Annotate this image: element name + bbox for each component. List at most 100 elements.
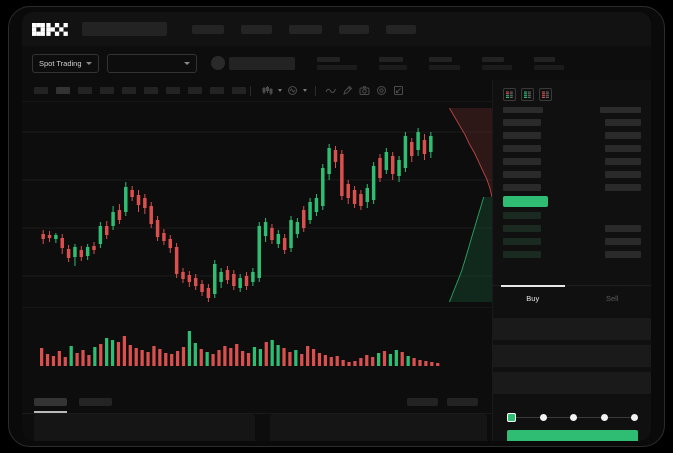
order-book[interactable] (493, 107, 651, 259)
tf-5m[interactable] (56, 87, 70, 94)
settings-gear-icon[interactable] (375, 84, 388, 97)
stat-24h-high-label (428, 56, 452, 62)
candlestick-chart[interactable] (22, 102, 492, 307)
bottom-action-2[interactable] (447, 398, 478, 406)
ob-current-price[interactable] (503, 196, 641, 207)
ob-bid-row[interactable] (503, 211, 641, 220)
line-chart-icon[interactable] (324, 84, 337, 97)
stat-24h-high-value (428, 64, 460, 70)
tf-15m[interactable] (78, 87, 92, 94)
tf-1h[interactable] (122, 87, 136, 94)
nav-item-2[interactable] (241, 24, 272, 34)
orderbook-bids-icon[interactable] (521, 88, 534, 101)
right-panel: Buy Sell (492, 80, 651, 441)
order-amount-field[interactable] (493, 345, 651, 367)
step-dot-4[interactable] (600, 413, 608, 421)
bottom-panels (22, 414, 492, 441)
nav-item-3[interactable] (289, 24, 322, 34)
tf-1m[interactable] (34, 87, 48, 94)
tab-buy-label: Buy (526, 294, 540, 303)
nav-item-1[interactable] (192, 24, 224, 34)
stat-24h-volume-value (533, 64, 564, 70)
order-book-header (503, 107, 641, 113)
tab-buy[interactable]: Buy (493, 285, 573, 311)
market-type-dropdown[interactable]: Spot Trading (32, 53, 99, 73)
order-price-field[interactable] (493, 318, 651, 340)
pair-avatar (210, 56, 225, 70)
stat-last-price (316, 56, 357, 70)
camera-snapshot-icon[interactable] (358, 84, 371, 97)
tf-1d[interactable] (166, 87, 180, 94)
ob-bid-row-price (503, 238, 541, 245)
tf-4h[interactable] (144, 87, 158, 94)
candlestick-chart-type-icon[interactable] (261, 84, 274, 97)
ob-ask-row-amount (605, 158, 641, 165)
tab-sell-label: Sell (605, 294, 619, 303)
ob-ask-row[interactable] (503, 170, 641, 179)
step-dot-3[interactable] (570, 413, 577, 421)
ob-ask-row[interactable] (503, 118, 641, 127)
toolbar-divider (315, 85, 316, 96)
bottom-tab-order-history[interactable] (79, 398, 112, 406)
bottom-action-1[interactable] (407, 398, 438, 406)
order-total-field[interactable] (493, 372, 651, 394)
orderbook-asks-icon[interactable] (539, 88, 552, 101)
app-header (22, 12, 651, 46)
nav-item-5[interactable] (386, 24, 416, 34)
tf-more[interactable] (232, 87, 246, 94)
ob-current-price-amount (605, 198, 641, 205)
indicators-icon[interactable] (286, 84, 299, 97)
ob-ask-row-amount (605, 145, 641, 152)
volume-chart-svg (40, 331, 440, 366)
bottom-tab-open-orders[interactable] (34, 398, 67, 406)
chart-tools (261, 84, 405, 97)
ob-ask-row[interactable] (503, 157, 641, 166)
step-dot-5[interactable] (631, 413, 638, 421)
ob-ask-row-price (503, 158, 541, 165)
pair-select-dropdown[interactable] (106, 53, 197, 73)
bottom-tab-bar (22, 392, 492, 414)
ob-ask-row-price (503, 184, 541, 191)
ob-bid-row-price (503, 251, 541, 258)
ob-bid-row-amount (605, 212, 641, 219)
order-form (493, 311, 651, 399)
tf-1M[interactable] (210, 87, 224, 94)
chevron-down-icon (85, 61, 92, 65)
timeframe-selector (34, 87, 246, 94)
form-spacer (493, 311, 651, 318)
stat-24h-change-value (378, 64, 407, 70)
ob-ask-row[interactable] (503, 183, 641, 192)
ob-ask-row-amount (605, 132, 641, 139)
search-input[interactable] (82, 22, 167, 36)
stat-24h-change-label (378, 56, 403, 62)
orderbook-both-icon[interactable] (503, 88, 516, 101)
bottom-tab-active-underline (34, 411, 67, 413)
ob-bid-row[interactable] (503, 224, 641, 233)
chevron-down-icon[interactable] (303, 89, 307, 92)
ticker-bar: Spot Trading (22, 46, 651, 80)
place-order-button[interactable] (507, 430, 638, 441)
ob-ask-row[interactable] (503, 131, 641, 140)
step-indicator (507, 411, 638, 423)
tf-1w[interactable] (188, 87, 202, 94)
ob-bid-row[interactable] (503, 237, 641, 246)
ob-bid-row[interactable] (503, 250, 641, 259)
pair-name (228, 56, 295, 70)
step-dot-1[interactable] (507, 412, 516, 422)
chart-toolbar (22, 80, 492, 102)
ob-bid-row-amount (605, 238, 641, 245)
ticker-stats (295, 56, 564, 70)
pencil-draw-icon[interactable] (341, 84, 354, 97)
tab-sell[interactable]: Sell (573, 286, 652, 311)
fullscreen-icon[interactable] (392, 84, 405, 97)
order-book-rows (503, 118, 641, 259)
okx-logo[interactable] (32, 22, 72, 36)
nav-item-4[interactable] (339, 24, 369, 34)
ob-ask-row[interactable] (503, 144, 641, 153)
step-dot-2[interactable] (539, 413, 547, 421)
ob-ask-row-price (503, 132, 541, 139)
app-screen: Spot Trading (22, 12, 651, 441)
tf-30m[interactable] (100, 87, 114, 94)
chevron-down-icon[interactable] (278, 89, 282, 92)
